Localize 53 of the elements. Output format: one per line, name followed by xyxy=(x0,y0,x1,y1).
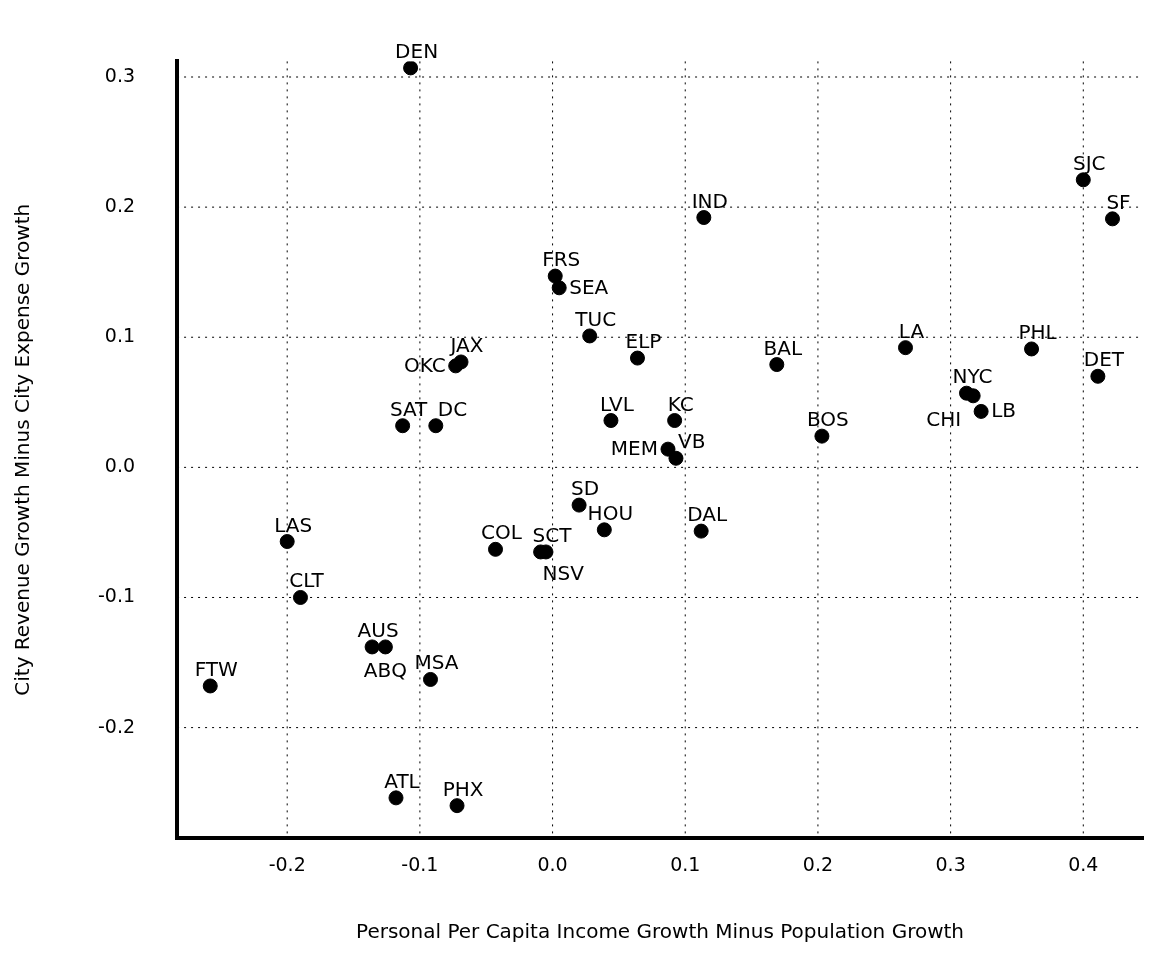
data-label: SEA xyxy=(569,274,609,299)
y-tick-label: 0.2 xyxy=(104,194,136,217)
x-tick-label: 0.4 xyxy=(1068,852,1099,875)
data-label: JAX xyxy=(448,332,484,357)
data-label: BAL xyxy=(763,335,803,360)
data-label: FRS xyxy=(542,247,581,272)
data-label: DC xyxy=(437,396,468,421)
data-label: IND xyxy=(691,188,728,213)
x-tick-label: -0.1 xyxy=(401,852,439,875)
data-label: ATL xyxy=(384,768,421,793)
x-tick-label: 0.0 xyxy=(537,852,568,875)
data-label: SCT xyxy=(532,522,573,547)
y-tick-label: -0.2 xyxy=(97,714,136,737)
data-label: DET xyxy=(1083,347,1125,372)
data-label: PHL xyxy=(1018,319,1058,344)
data-label: MEM xyxy=(610,436,658,461)
data-label: MSA xyxy=(414,650,459,675)
data-label: COL xyxy=(481,520,523,545)
data-label: AUS xyxy=(357,617,399,642)
data-label: CHI xyxy=(926,406,962,431)
data-label: TUC xyxy=(574,306,617,331)
y-tick-label: 0.1 xyxy=(104,324,136,347)
data-label: SAT xyxy=(389,396,429,421)
data-label: VB xyxy=(677,429,706,454)
data-label: LA xyxy=(898,318,925,343)
data-label: BOS xyxy=(807,407,849,432)
data-label: LAS xyxy=(274,512,313,537)
data-label: ABQ xyxy=(363,657,407,682)
data-label: NYC xyxy=(952,364,993,389)
data-label: OKC xyxy=(403,352,446,377)
y-tick-label: -0.1 xyxy=(97,584,136,607)
data-label: CLT xyxy=(289,568,325,593)
data-label: SF xyxy=(1106,189,1131,214)
data-label: HOU xyxy=(587,500,634,525)
data-label: DAL xyxy=(687,502,728,527)
y-tick-label: 0.3 xyxy=(104,63,136,86)
data-label: LB xyxy=(991,398,1016,423)
x-tick-label: -0.2 xyxy=(268,852,306,875)
x-tick-label: 0.1 xyxy=(670,852,701,875)
data-label: KC xyxy=(667,391,694,416)
x-tick-label: 0.3 xyxy=(935,852,966,875)
data-label: FTW xyxy=(194,656,239,681)
x-tick-label: 0.2 xyxy=(802,852,834,875)
data-label: NSV xyxy=(542,560,585,585)
y-tick-label: 0.0 xyxy=(104,454,136,477)
data-label: SJC xyxy=(1073,150,1106,175)
y-axis-title: City Revenue Growth Minus City Expense Growth xyxy=(10,203,35,696)
data-label: SD xyxy=(571,476,600,501)
data-label: LVL xyxy=(600,391,635,416)
data-label: PHX xyxy=(442,776,484,801)
x-axis-title: Personal Per Capita Income Growth Minus Population Growth xyxy=(356,919,965,944)
data-label: DEN xyxy=(395,38,439,63)
data-label: ELP xyxy=(625,329,662,354)
